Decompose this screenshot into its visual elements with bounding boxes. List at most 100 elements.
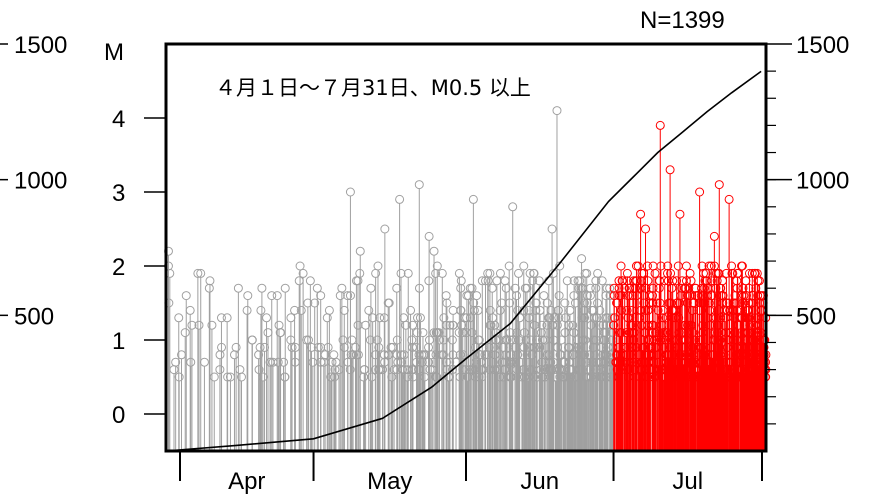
event-point (639, 268, 649, 278)
event-point (279, 357, 289, 367)
event-point (505, 298, 515, 308)
event-point (441, 291, 451, 301)
event-point (310, 298, 320, 308)
event-point (169, 365, 179, 375)
magnitude-tick-label: 3 (112, 180, 125, 207)
event-point (305, 276, 315, 286)
event-point (236, 372, 246, 382)
event-point (486, 320, 496, 330)
magnitude-axis: 0 1 2 3 4 (112, 106, 166, 429)
event-point (674, 313, 684, 323)
event-point (603, 313, 613, 323)
event-point (477, 276, 487, 286)
event-point (514, 268, 524, 278)
notable-event-point (714, 180, 724, 190)
event-point (658, 313, 668, 323)
event-point (631, 276, 641, 286)
event-point (605, 283, 615, 293)
event-point (553, 305, 563, 315)
event-point (668, 276, 678, 286)
notable-event-point (257, 283, 267, 293)
event-point (555, 261, 565, 271)
event-point (705, 305, 715, 315)
event-point (554, 291, 564, 301)
event-point (595, 305, 605, 315)
event-point (617, 305, 627, 315)
event-point (437, 268, 447, 278)
notable-event-point (468, 194, 478, 204)
event-point (417, 357, 427, 367)
event-point (316, 291, 326, 301)
event-point (673, 261, 683, 271)
event-point (242, 305, 252, 315)
event-point (532, 342, 542, 352)
event-point (528, 276, 538, 286)
event-point (602, 283, 612, 293)
event-point (359, 365, 369, 375)
event-stems (163, 106, 771, 451)
event-point (599, 328, 609, 338)
event-point (388, 342, 398, 352)
event-point (704, 298, 714, 308)
event-point (194, 320, 204, 330)
event-point (306, 342, 316, 352)
event-point (739, 291, 749, 301)
notable-event-point (665, 165, 675, 175)
event-point (560, 313, 570, 323)
event-point (294, 276, 304, 286)
event-point (407, 342, 417, 352)
event-point (497, 298, 507, 308)
event-point (323, 342, 333, 352)
magnitude-tick-label: 2 (112, 254, 125, 281)
event-point (609, 283, 619, 293)
event-point (193, 268, 203, 278)
event-point (614, 283, 624, 293)
event-point (712, 276, 722, 286)
notable-event-point (355, 246, 365, 256)
event-point (402, 372, 412, 382)
event-point (364, 305, 374, 315)
event-point (585, 283, 595, 293)
event-point (532, 335, 542, 345)
event-point (589, 313, 599, 323)
event-point (560, 298, 570, 308)
event-point (564, 357, 574, 367)
event-point (359, 372, 369, 382)
event-point (280, 283, 290, 293)
event-point (554, 313, 564, 323)
event-point (631, 261, 641, 271)
notable-event-point (695, 187, 705, 197)
magnitude-tick-label: 4 (112, 106, 125, 133)
event-point (215, 350, 225, 360)
event-point (199, 357, 209, 367)
event-point (187, 320, 197, 330)
event-point (383, 298, 393, 308)
count-tick-label: 500 (796, 303, 836, 330)
event-point (642, 261, 652, 271)
event-point (374, 342, 384, 352)
event-point (303, 298, 313, 308)
event-point (231, 342, 241, 352)
notable-event-point (577, 254, 587, 264)
event-point (392, 335, 402, 345)
notable-event-point (508, 202, 518, 212)
event-point (235, 365, 245, 375)
magnitude-axis-label: M (104, 39, 124, 66)
event-point (432, 328, 442, 338)
notable-event-point (267, 291, 277, 301)
magnitude-tick-label: 0 (112, 402, 125, 429)
event-point (502, 335, 512, 345)
event-point (706, 261, 716, 271)
event-point (462, 291, 472, 301)
event-point (643, 276, 653, 286)
event-point (290, 305, 300, 315)
event-point (469, 305, 479, 315)
event-point (254, 365, 264, 375)
event-point (378, 365, 388, 375)
event-point (615, 328, 625, 338)
event-point (339, 342, 349, 352)
event-point (303, 335, 313, 345)
event-point (361, 320, 371, 330)
event-point (633, 261, 643, 271)
